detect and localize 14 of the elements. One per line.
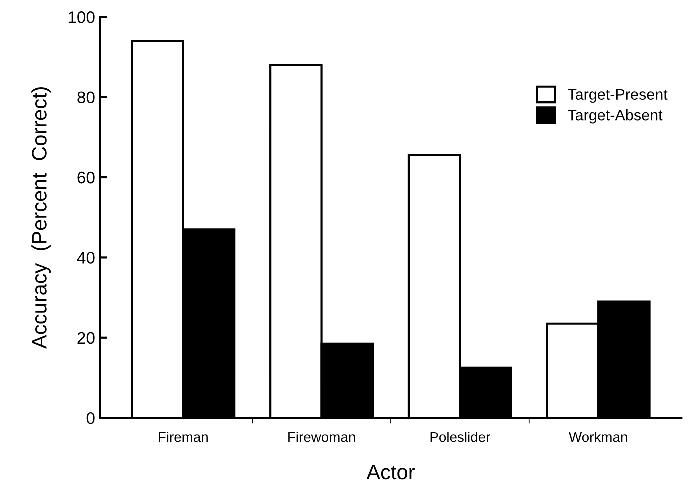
y-tick-label: 20 bbox=[78, 332, 95, 344]
y-tick-label: 0 bbox=[86, 412, 95, 424]
x-axis-title: Actor bbox=[366, 465, 415, 480]
x-tick-label: Poleslider bbox=[430, 432, 490, 442]
y-tick-label: 100 bbox=[68, 12, 95, 24]
y-tick-label: 60 bbox=[78, 172, 95, 184]
y-axis-title: Accuracy (Percent Correct) bbox=[32, 87, 52, 349]
x-tick-label: Workman bbox=[569, 432, 628, 442]
x-tick-label: Fireman bbox=[159, 432, 208, 442]
y-tick-label: 40 bbox=[77, 252, 95, 264]
x-tick-label: Firewoman bbox=[288, 432, 356, 442]
legend-label: Target-Absent bbox=[568, 110, 663, 124]
legend-label: Target-Present bbox=[568, 89, 668, 104]
y-tick-label: 80 bbox=[78, 92, 95, 104]
